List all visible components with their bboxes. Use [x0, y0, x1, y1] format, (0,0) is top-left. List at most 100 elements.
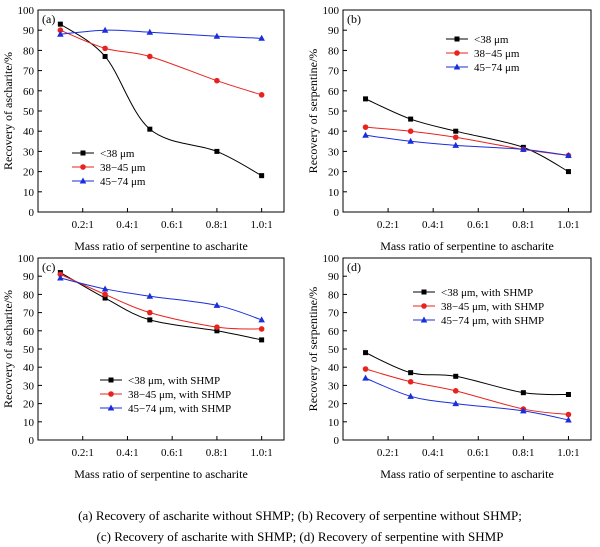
y-tick-label: 70	[328, 66, 340, 78]
legend-marker	[107, 404, 115, 411]
y-tick-label: 40	[328, 126, 340, 138]
series-line-3	[60, 277, 262, 321]
data-point	[146, 28, 154, 35]
chart-panel-b: 0 10 20 30 40 50 60 70 80 90 100 0.2:1 0.4:1 0.6:1 0.8…	[306, 5, 592, 253]
data-point	[565, 416, 572, 423]
y-axis-label: Recovery of serpentine/%	[306, 287, 320, 412]
data-point	[565, 169, 571, 175]
x-axis-label: Mass ratio of serpentine to ascharite	[74, 467, 248, 481]
x-tick-label: 0.4:1	[422, 447, 444, 459]
x-tick-label: 0.8:1	[512, 447, 534, 459]
legend-entry: 38−45 μm	[100, 162, 146, 174]
data-point	[408, 370, 414, 376]
data-point	[258, 326, 265, 332]
x-tick-label: 0.2:1	[72, 219, 94, 231]
series-line-3	[365, 134, 569, 156]
data-point	[452, 134, 459, 141]
y-tick-label: 10	[23, 187, 35, 199]
x-tick-label: 0.6:1	[467, 447, 489, 459]
y-tick-label: 100	[18, 253, 35, 265]
y-tick-label: 10	[328, 187, 340, 199]
y-tick-label: 40	[328, 362, 340, 374]
y-tick-label: 20	[23, 167, 35, 179]
data-point	[520, 390, 526, 396]
y-tick-label: 80	[328, 45, 340, 57]
y-tick-label: 30	[328, 146, 340, 158]
series-line-1	[365, 98, 569, 173]
data-point	[363, 350, 369, 356]
legend-marker	[80, 164, 86, 170]
chart-panel-d: 0 10 20 30 40 50 60 70 80 90 100 0.2:1 0.4:1 0.6:1 0.8…	[306, 253, 592, 481]
y-tick-label: 0	[29, 435, 35, 447]
y-tick-label: 70	[328, 308, 340, 320]
chart-panel-c: 0 10 20 30 40 50 60 70 80 90 100 0.2:1 0.4:1 0.6:1 0.8…	[1, 253, 285, 481]
data-point	[565, 411, 572, 418]
legend-entry: 45−74 μm, with SHMP	[128, 403, 231, 415]
plot-frame	[342, 257, 592, 441]
y-tick-label: 50	[328, 106, 340, 118]
y-tick-label: 40	[23, 362, 35, 374]
legend-entry: <38 μm, with SHMP	[441, 287, 533, 299]
y-axis-label: Recovery of ascharite/%	[1, 290, 15, 408]
y-tick-label: 30	[23, 146, 35, 158]
legend-marker	[108, 377, 114, 383]
x-tick-label: 0.6:1	[467, 219, 489, 231]
x-tick-label: 0.4:1	[116, 447, 138, 459]
data-point	[407, 392, 414, 399]
x-tick-label: 0.8:1	[206, 447, 228, 459]
series-line-1	[60, 272, 262, 341]
data-point	[57, 27, 64, 33]
caption-line-1: (a) Recovery of ascharite without SHMP; …	[78, 508, 522, 523]
x-axis-label: Mass ratio of serpentine to ascharite	[380, 467, 554, 481]
legend-marker	[454, 36, 460, 42]
panel-label: (c)	[42, 260, 55, 274]
data-point	[407, 137, 414, 144]
data-point	[57, 30, 64, 37]
x-tick-label: 0.4:1	[116, 219, 138, 231]
y-tick-label: 40	[23, 126, 35, 138]
series-line-2	[60, 29, 262, 96]
data-point	[57, 21, 63, 27]
data-point	[453, 373, 459, 379]
data-point	[362, 374, 369, 381]
y-tick-label: 10	[328, 417, 340, 429]
y-tick-label: 100	[323, 5, 340, 17]
data-point	[57, 274, 64, 281]
data-point	[452, 388, 459, 394]
x-tick-label: 0.8:1	[206, 219, 228, 231]
series-line-3	[365, 377, 569, 421]
panel-label: (d)	[347, 260, 361, 274]
data-point	[452, 141, 460, 148]
y-tick-label: 80	[23, 289, 35, 301]
legend-entry: 38−45 μm, with SHMP	[441, 301, 544, 313]
y-tick-label: 60	[328, 326, 340, 338]
legend-marker	[79, 177, 87, 184]
panel-label: (b)	[347, 12, 361, 26]
y-tick-label: 10	[23, 417, 35, 429]
y-tick-label: 90	[23, 271, 35, 283]
caption-line-2: (c) Recovery of ascharite with SHMP; (d)…	[96, 529, 504, 544]
y-tick-label: 60	[23, 326, 35, 338]
y-tick-label: 50	[328, 344, 340, 356]
x-tick-label: 0.2:1	[72, 447, 94, 459]
series-line-1	[365, 352, 569, 396]
data-point	[147, 126, 153, 132]
x-tick-label: 0.8:1	[512, 219, 534, 231]
data-point	[408, 116, 414, 122]
y-tick-label: 30	[328, 380, 340, 392]
y-tick-label: 50	[23, 106, 35, 118]
y-tick-label: 20	[328, 167, 340, 179]
data-point	[147, 309, 153, 316]
legend-entry: 45−74 μm, with SHMP	[441, 315, 544, 327]
legend-marker	[453, 63, 461, 70]
x-tick-label: 1.0:1	[250, 447, 272, 459]
data-point	[214, 77, 220, 84]
y-tick-label: 100	[323, 253, 340, 265]
data-point	[57, 271, 64, 278]
y-tick-label: 0	[334, 207, 340, 219]
series-line-2	[365, 368, 569, 416]
x-tick-label: 0.6:1	[161, 219, 183, 231]
data-point	[362, 124, 369, 130]
legend-entry: <38 μm	[474, 34, 509, 46]
